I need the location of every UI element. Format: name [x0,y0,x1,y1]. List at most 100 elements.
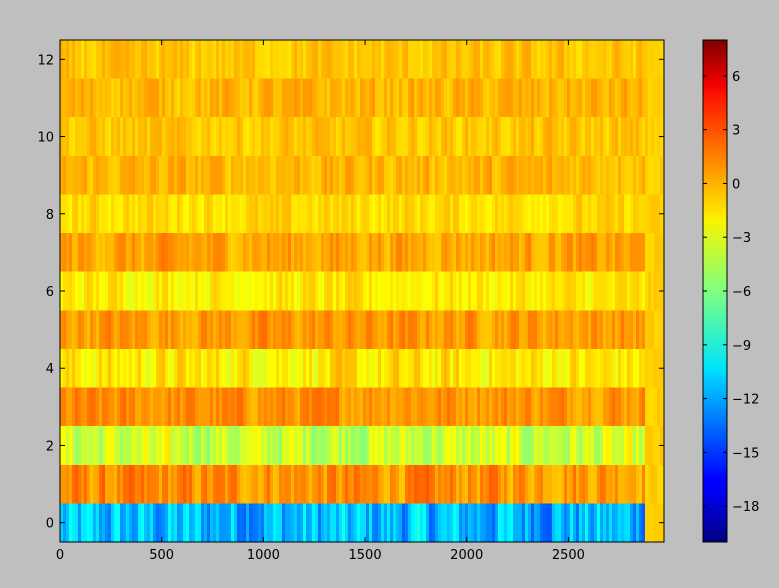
heatmap-cell [102,233,106,272]
heatmap-cell [429,310,433,349]
heatmap-cell [360,40,364,79]
heatmap-cell [234,464,238,504]
heatmap-cell [300,348,304,388]
heatmap-cell [75,271,79,311]
heatmap-cell [537,348,541,388]
heatmap-cell [330,40,334,79]
heatmap-cell [447,387,451,427]
heatmap-cell [75,387,79,427]
heatmap-cell [513,117,517,156]
heatmap-cell [90,117,94,156]
heatmap-cell [525,194,529,234]
heatmap-cell [228,271,232,311]
heatmap-cell [135,464,139,504]
heatmap-cell [318,348,322,388]
heatmap-cell [264,40,268,79]
heatmap-cell [147,310,151,349]
heatmap-cell [165,40,169,79]
heatmap-cell [531,117,535,156]
heatmap-cell [495,310,499,349]
heatmap-cell [525,464,529,504]
heatmap-cell [456,464,460,504]
heatmap-cell [576,310,580,349]
heatmap-cell [126,387,130,427]
heatmap-cell [162,233,166,272]
heatmap-cell [384,271,388,311]
heatmap-cell [78,310,82,349]
heatmap-cell [600,271,604,311]
heatmap-cell [330,348,334,388]
heatmap-cell [267,503,271,542]
heatmap-cell [180,426,184,465]
heatmap-cell [312,426,316,465]
heatmap-cell [114,387,118,427]
heatmap-cell [153,40,157,79]
heatmap-cell [123,117,127,156]
heatmap-cell [174,194,178,234]
heatmap-cell [279,40,283,79]
heatmap-cell [228,387,232,427]
heatmap-cell [345,348,349,388]
heatmap-cells [60,40,665,542]
heatmap-cell [66,194,70,234]
heatmap-cell [69,78,73,118]
heatmap-cell [471,464,475,504]
heatmap-cell [594,426,598,465]
heatmap-cell [93,40,97,79]
heatmap-cell [348,348,352,388]
heatmap-cell [111,233,115,272]
heatmap-cell [627,503,631,542]
heatmap-cell [468,310,472,349]
heatmap-cell [114,233,118,272]
heatmap-cell [588,310,592,349]
heatmap-cell [402,117,406,156]
heatmap-cell [477,387,481,427]
heatmap-cell [321,40,325,79]
heatmap-cell [618,310,622,349]
heatmap-cell [285,117,289,156]
heatmap-cell [534,40,538,79]
heatmap-cell [555,426,559,465]
heatmap-cell [204,426,208,465]
heatmap-cell [276,310,280,349]
heatmap-cell [258,271,262,311]
heatmap-cell [90,348,94,388]
heatmap-cell [207,464,211,504]
heatmap-cell [201,40,205,79]
heatmap-cell [231,387,235,427]
heatmap-cell [60,387,64,427]
heatmap-cell [393,117,397,156]
heatmap-cell [96,78,100,118]
heatmap-cell [657,155,661,195]
heatmap-cell [525,40,529,79]
heatmap-cell [636,387,640,427]
heatmap-cell [96,117,100,156]
heatmap-cell [450,117,454,156]
heatmap-cell [585,233,589,272]
heatmap-cell [639,194,643,234]
heatmap-cell [486,40,490,79]
heatmap-cell [99,155,103,195]
heatmap-cell [339,387,343,427]
heatmap-cell [345,78,349,118]
heatmap-cell [273,194,277,234]
heatmap-cell [102,78,106,118]
heatmap-cell [645,233,649,272]
heatmap-cell [504,117,508,156]
heatmap-cell [255,503,259,542]
heatmap-cell [651,117,655,156]
heatmap-cell [135,78,139,118]
heatmap-cell [132,310,136,349]
heatmap-cell [279,194,283,234]
heatmap-cell [447,194,451,234]
heatmap-cell [189,233,193,272]
heatmap-cell [474,155,478,195]
heatmap-cell [276,78,280,118]
heatmap-cell [480,194,484,234]
heatmap-cell [156,117,160,156]
heatmap-cell [432,194,436,234]
heatmap-cell [633,233,637,272]
heatmap-cell [537,40,541,79]
heatmap-cell [381,40,385,79]
heatmap-cell [483,155,487,195]
